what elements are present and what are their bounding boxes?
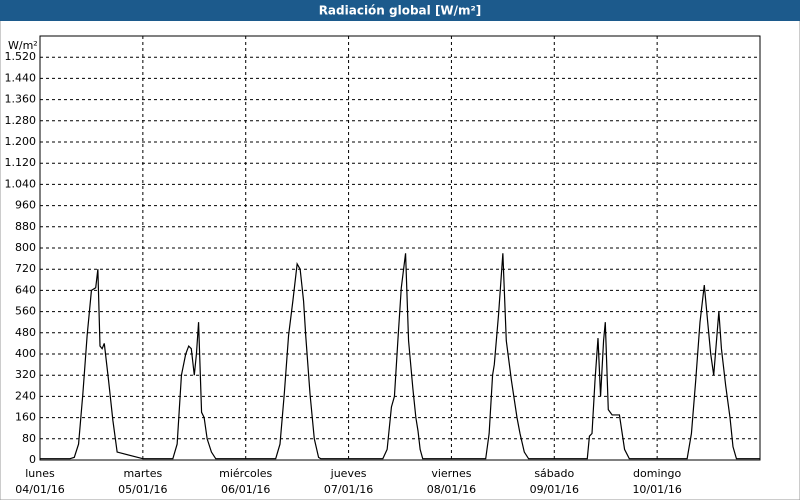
y-tick-label: 320 [15, 368, 36, 381]
title-bar [0, 0, 800, 21]
y-tick-label: 640 [15, 283, 36, 296]
y-tick-label: 480 [15, 326, 36, 339]
y-tick-label: 800 [15, 241, 36, 254]
y-tick-label: 960 [15, 199, 36, 212]
x-tick-date: 05/01/16 [118, 483, 167, 496]
x-tick-label: lunes [25, 467, 55, 480]
series-line [40, 253, 760, 460]
y-tick-label: 240 [15, 389, 36, 402]
y-tick-label: 1.440 [5, 71, 37, 84]
y-tick-label: 80 [22, 432, 36, 445]
x-tick-label: sábado [534, 467, 574, 480]
x-tick-label: jueves [330, 467, 367, 480]
y-tick-label: 160 [15, 411, 36, 424]
y-axis-label: W/m² [8, 39, 38, 52]
chart-title: Radiación global [W/m²] [319, 4, 482, 18]
y-tick-label: 560 [15, 305, 36, 318]
y-tick-label: 880 [15, 220, 36, 233]
x-tick-label: martes [123, 467, 162, 480]
x-tick-date: 06/01/16 [221, 483, 270, 496]
y-tick-label: 1.360 [5, 93, 37, 106]
x-tick-date: 07/01/16 [324, 483, 373, 496]
x-tick-label: viernes [431, 467, 471, 480]
y-tick-label: 1.200 [5, 135, 37, 148]
x-tick-label: miércoles [219, 467, 272, 480]
x-tick-date: 08/01/16 [427, 483, 476, 496]
x-tick-date: 10/01/16 [632, 483, 681, 496]
x-tick-date: 09/01/16 [530, 483, 579, 496]
y-tick-label: 1.520 [5, 50, 37, 63]
y-tick-label: 1.120 [5, 156, 37, 169]
y-tick-label: 400 [15, 347, 36, 360]
y-tick-label: 720 [15, 262, 36, 275]
y-tick-label: 1.040 [5, 177, 37, 190]
x-tick-label: domingo [633, 467, 681, 480]
y-tick-label: 1.280 [5, 114, 37, 127]
plot-border [39, 35, 761, 461]
y-tick-label: 0 [29, 453, 36, 466]
x-tick-date: 04/01/16 [15, 483, 64, 496]
